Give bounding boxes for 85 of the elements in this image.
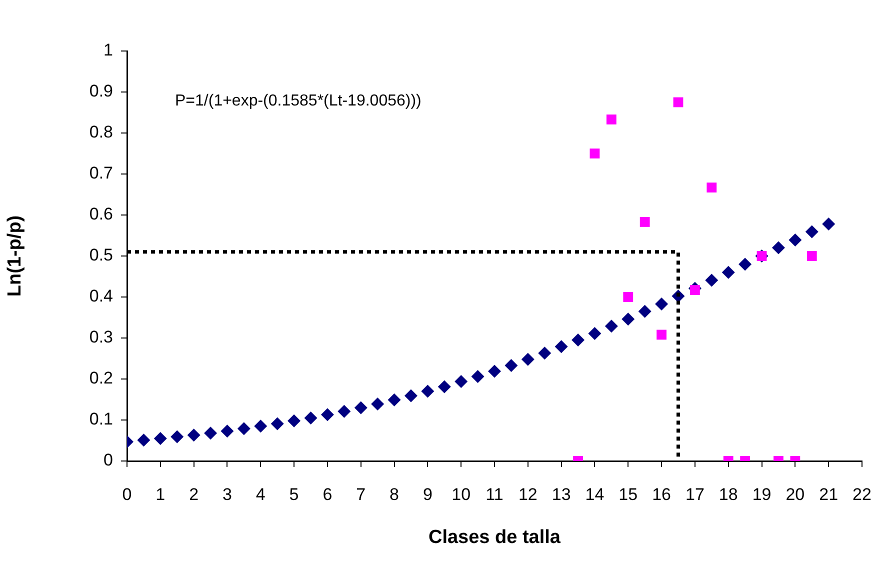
x-tick-label: 4 bbox=[256, 484, 266, 504]
point bbox=[590, 148, 600, 158]
point bbox=[604, 320, 618, 333]
point bbox=[154, 432, 167, 445]
point bbox=[320, 408, 334, 422]
x-tick-label: 3 bbox=[222, 484, 232, 504]
y-tick-label: 0.8 bbox=[89, 122, 113, 142]
point bbox=[421, 384, 434, 398]
x-tick-label: 11 bbox=[486, 484, 504, 504]
point bbox=[606, 114, 616, 124]
x-tick-label: 8 bbox=[390, 484, 400, 504]
x-tick-label: 7 bbox=[356, 484, 366, 504]
point bbox=[338, 404, 351, 418]
y-tick-label: 0.5 bbox=[89, 246, 113, 265]
point bbox=[822, 218, 836, 231]
point bbox=[738, 258, 752, 271]
y-axis-title: Ln(1-p/p) bbox=[4, 215, 26, 297]
x-tick-label: 18 bbox=[718, 484, 738, 504]
point bbox=[454, 374, 468, 388]
y-tick-label: 0.3 bbox=[89, 328, 113, 347]
y-tick-label: 0.1 bbox=[89, 410, 113, 429]
point bbox=[204, 426, 218, 440]
x-tick-label: 14 bbox=[585, 484, 604, 504]
point bbox=[354, 401, 368, 414]
x-tick-label: 21 bbox=[819, 484, 838, 504]
point bbox=[438, 380, 451, 394]
point bbox=[622, 312, 635, 326]
point bbox=[656, 330, 666, 340]
y-tick-label: 0 bbox=[104, 450, 113, 470]
point bbox=[187, 428, 200, 442]
x-tick-label: 5 bbox=[289, 484, 299, 504]
point bbox=[137, 434, 150, 447]
y-tick-label: 0.9 bbox=[89, 82, 113, 101]
y-tick-label: 0.4 bbox=[89, 286, 113, 306]
point bbox=[288, 414, 301, 428]
x-tick-label: 20 bbox=[786, 484, 805, 504]
x-tick-label: 12 bbox=[518, 484, 538, 504]
x-tick-label: 19 bbox=[752, 484, 772, 504]
x-tick-label: 16 bbox=[652, 484, 672, 504]
point bbox=[638, 304, 652, 318]
point bbox=[471, 370, 484, 384]
point bbox=[673, 97, 684, 108]
y-tick-label: 0.2 bbox=[89, 368, 113, 388]
point bbox=[488, 364, 501, 378]
point bbox=[588, 326, 602, 340]
point bbox=[388, 393, 401, 406]
point bbox=[705, 274, 718, 287]
point bbox=[254, 420, 268, 433]
point bbox=[521, 352, 534, 366]
point bbox=[690, 285, 700, 295]
point bbox=[572, 334, 585, 347]
point bbox=[772, 241, 785, 254]
y-tick-label: 0.6 bbox=[89, 204, 113, 224]
x-tick-label: 15 bbox=[618, 484, 638, 504]
x-tick-label: 22 bbox=[852, 484, 872, 504]
point bbox=[554, 340, 568, 354]
point bbox=[504, 358, 518, 372]
y-tick-label: 0.7 bbox=[89, 164, 113, 183]
y-tick-label: 1 bbox=[104, 40, 113, 60]
x-tick-label: 0 bbox=[122, 484, 132, 504]
point bbox=[170, 430, 184, 444]
point bbox=[806, 251, 817, 261]
x-tick-label: 9 bbox=[422, 484, 432, 504]
point bbox=[220, 424, 234, 438]
annotation: P=1/(1+exp-(0.1585*(Lt-19.0056))) bbox=[175, 92, 422, 110]
x-tick-label: 2 bbox=[189, 484, 199, 504]
point bbox=[404, 389, 418, 402]
point bbox=[237, 422, 250, 436]
point bbox=[805, 225, 818, 238]
point bbox=[788, 234, 802, 247]
x-axis-title: Clases de talla bbox=[428, 526, 561, 548]
x-tick-label: 10 bbox=[452, 484, 471, 504]
x-tick-label: 1 bbox=[156, 484, 166, 504]
x-tick-label: 13 bbox=[552, 484, 571, 504]
point bbox=[270, 417, 284, 430]
point bbox=[538, 346, 552, 360]
x-tick-label: 17 bbox=[685, 484, 704, 504]
point bbox=[371, 398, 384, 411]
x-tick-label: 6 bbox=[322, 484, 332, 504]
point bbox=[304, 411, 318, 424]
point bbox=[722, 266, 735, 279]
point bbox=[640, 217, 650, 227]
point bbox=[623, 292, 634, 302]
point bbox=[706, 182, 717, 192]
point bbox=[655, 297, 668, 310]
